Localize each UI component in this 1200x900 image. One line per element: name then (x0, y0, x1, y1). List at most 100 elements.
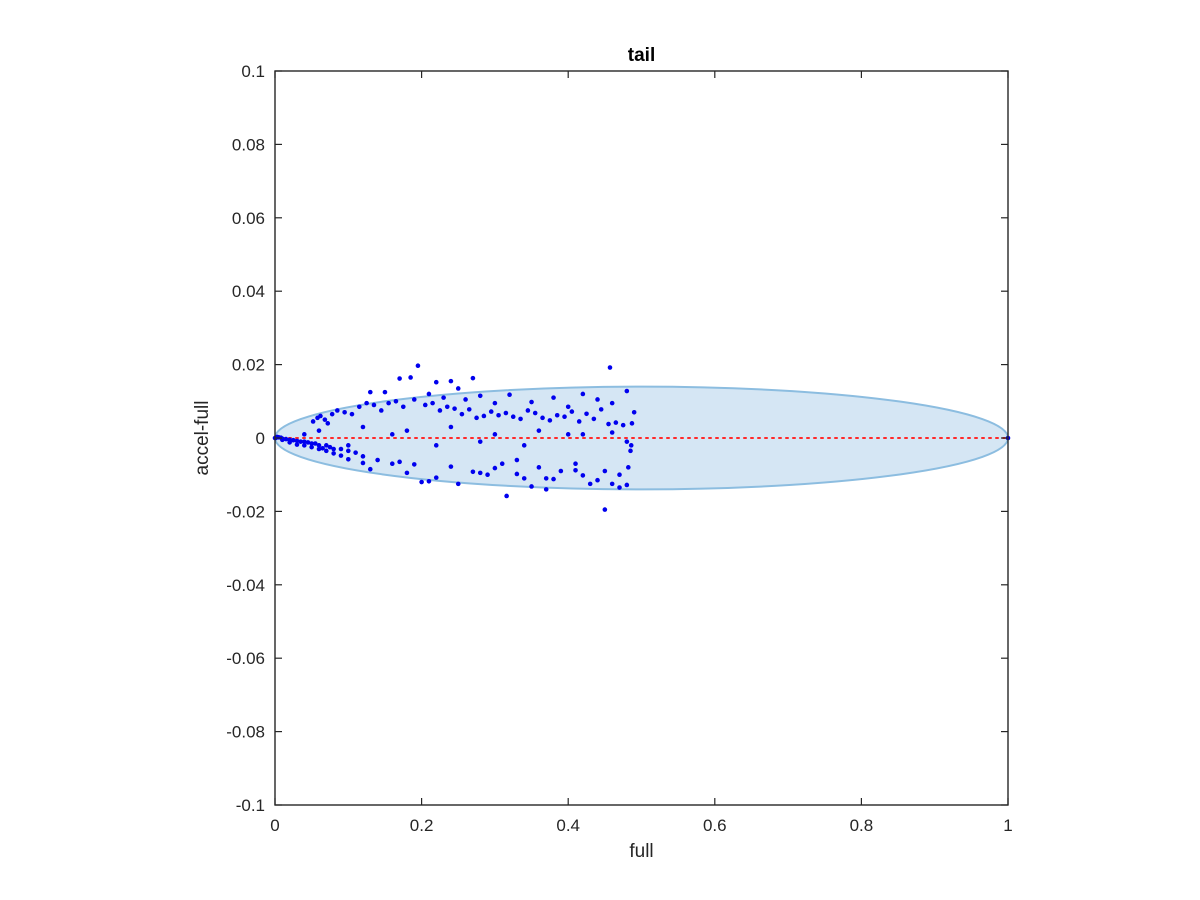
scatter-point (382, 389, 388, 395)
scatter-point (360, 454, 366, 459)
scatter-point (455, 386, 461, 391)
scatter-point (356, 404, 362, 410)
scatter-point (481, 413, 487, 419)
scatter-point (422, 402, 428, 408)
scatter-point (499, 461, 505, 466)
scatter-point (397, 376, 402, 381)
scatter-point (573, 461, 578, 466)
x-tick-label: 0.6 (703, 816, 727, 835)
scatter-point (595, 477, 600, 483)
scatter-point (426, 391, 432, 397)
scatter-point (426, 479, 432, 484)
scatter-point (521, 476, 527, 481)
scatter-point (521, 443, 527, 448)
scatter-point (318, 413, 323, 419)
scatter-point (455, 481, 461, 487)
scatter-point (397, 459, 402, 465)
scatter-point (331, 446, 336, 452)
scatter-point (492, 432, 498, 437)
scatter-point (287, 440, 292, 445)
scatter-point (444, 404, 450, 410)
scatter-point (606, 421, 611, 427)
scatter-point (310, 419, 316, 424)
scatter-point (551, 395, 556, 400)
scatter-point (569, 409, 575, 414)
x-tick-label: 0.2 (410, 816, 434, 835)
scatter-point (492, 400, 498, 406)
scatter-point (477, 393, 483, 399)
scatter-point (346, 456, 351, 462)
scatter-point (302, 432, 307, 437)
scatter-point (503, 410, 509, 416)
scatter-point (327, 444, 333, 450)
axis-tick-labels: 0 0.2 0.4 0.6 0.8 1 -0.1 -0.08 -0.06 -0.04 -0.02 0 0… (226, 62, 1012, 835)
chart-title: tail (628, 45, 655, 66)
x-tick-label: 1 (1003, 816, 1012, 835)
scatter-point (404, 470, 410, 476)
scatter-point (386, 400, 391, 406)
y-tick-label: 0 (256, 429, 265, 448)
scatter-point (280, 437, 285, 443)
scatter-point (283, 436, 289, 442)
x-tick-label: 0.8 (850, 816, 874, 835)
scatter-point (360, 424, 366, 430)
scatter-point (628, 443, 634, 448)
scatter-point (393, 399, 399, 404)
y-tick-label: -0.1 (236, 796, 265, 815)
scatter-point (613, 420, 619, 425)
scatter-point (375, 457, 380, 463)
scatter-point (551, 476, 556, 482)
scatter-point (543, 487, 549, 492)
scatter-point (607, 365, 613, 370)
scatter-point (353, 450, 358, 455)
scatter-point (294, 442, 300, 447)
scatter-point (411, 397, 417, 402)
scatter-point (629, 421, 635, 426)
scatter-point (602, 507, 608, 512)
scatter-point (433, 379, 439, 385)
axis-ticks (274, 70, 1009, 806)
x-tick-label: 0.4 (556, 816, 580, 835)
scatter-point (485, 472, 490, 478)
y-tick-label: 0.06 (232, 209, 265, 228)
scatter-point (609, 430, 615, 435)
scatter-point (617, 485, 622, 490)
scatter-point (477, 470, 483, 476)
scatter-point (584, 411, 589, 417)
scatter-point (529, 484, 534, 489)
scatter-point (335, 408, 340, 413)
scatter-point (338, 453, 344, 458)
scatter-point (309, 444, 314, 450)
scatter-point (558, 468, 564, 474)
scatter-point (518, 416, 523, 422)
x-axis-label: full (629, 841, 653, 862)
scatter-point (624, 388, 630, 394)
scatter-point (580, 432, 586, 437)
scatter-point (507, 392, 512, 397)
scatter-point (620, 422, 626, 428)
y-tick-label: 0.1 (241, 62, 265, 81)
scatter-point (404, 428, 410, 433)
scatter-point (411, 462, 417, 467)
scatter-point (364, 400, 369, 406)
scatter-point (316, 428, 322, 433)
scatter-point (316, 446, 322, 452)
scatter-point (349, 411, 355, 417)
scatter-point (532, 410, 538, 416)
y-axis-label: accel-full (192, 401, 213, 476)
scatter-point (448, 378, 454, 384)
scatter-point (331, 451, 336, 456)
scatter-point (510, 414, 516, 420)
scatter-point (488, 409, 494, 414)
scatter-point (448, 464, 454, 469)
scatter-point (624, 439, 630, 444)
scatter-point (324, 448, 329, 454)
scatter-point (536, 428, 542, 433)
scatter-point (342, 410, 347, 415)
scatter-point (477, 439, 483, 444)
scatter-point (576, 419, 582, 424)
scatter-point (470, 469, 476, 475)
scatter-point (547, 418, 553, 423)
scatter-point (302, 439, 307, 444)
